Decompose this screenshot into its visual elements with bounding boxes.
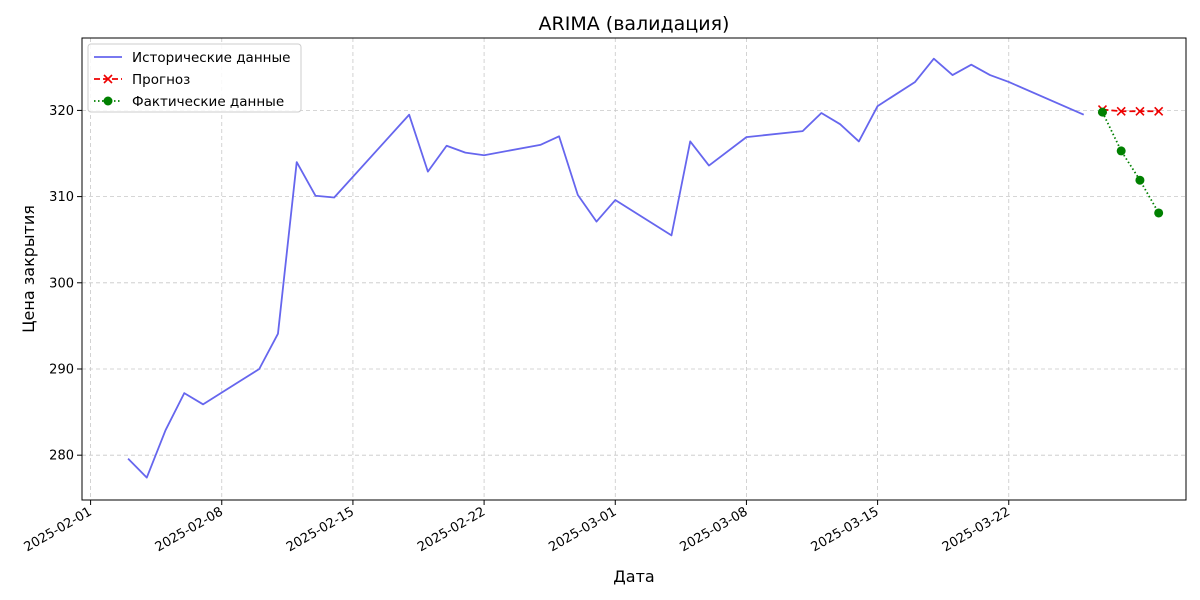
legend: Исторические данные Прогноз Фактические да… bbox=[87, 43, 302, 113]
data-point bbox=[1116, 106, 1126, 116]
marker-stroke bbox=[1116, 106, 1126, 116]
y-tick-label: 290 bbox=[49, 362, 74, 377]
x-axis-title: Дата bbox=[613, 567, 654, 586]
series-line bbox=[1102, 108, 1159, 113]
plot-frame bbox=[81, 37, 1187, 501]
legend-label: Исторические данные bbox=[132, 50, 290, 66]
data-point bbox=[1154, 106, 1164, 116]
legend-marker bbox=[103, 74, 113, 84]
data-point bbox=[1097, 107, 1107, 117]
legend-box bbox=[87, 43, 302, 113]
data-point bbox=[1135, 106, 1145, 116]
chart-title: ARIMA (валидация) bbox=[539, 13, 730, 35]
data-point bbox=[1154, 208, 1164, 218]
legend-label: Фактические данные bbox=[132, 94, 284, 110]
y-axis-ticks: 280 290 300 310 320 bbox=[49, 104, 82, 464]
legend-entry: Исторические данные bbox=[94, 50, 290, 66]
marker-stroke bbox=[103, 74, 113, 84]
series-layer bbox=[127, 57, 1164, 479]
series-line bbox=[1101, 111, 1160, 214]
legend-entry: Прогноз bbox=[94, 72, 190, 88]
series-line bbox=[127, 57, 1085, 479]
y-tick-label: 300 bbox=[49, 276, 74, 291]
marker-stroke bbox=[1135, 106, 1145, 116]
series-1 bbox=[127, 57, 1085, 479]
data-point bbox=[1135, 175, 1145, 185]
y-axis-title: Цена закрытия bbox=[19, 205, 38, 333]
marker-stroke bbox=[1154, 106, 1164, 116]
legend-label: Прогноз bbox=[132, 72, 190, 88]
legend-entry: Фактические данные bbox=[94, 94, 284, 110]
y-tick-label: 320 bbox=[49, 104, 74, 119]
y-tick-label: 280 bbox=[49, 449, 74, 464]
legend-marker bbox=[103, 96, 113, 106]
series-3 bbox=[1097, 107, 1164, 218]
data-point bbox=[1116, 146, 1126, 156]
y-tick-label: 310 bbox=[49, 190, 74, 205]
